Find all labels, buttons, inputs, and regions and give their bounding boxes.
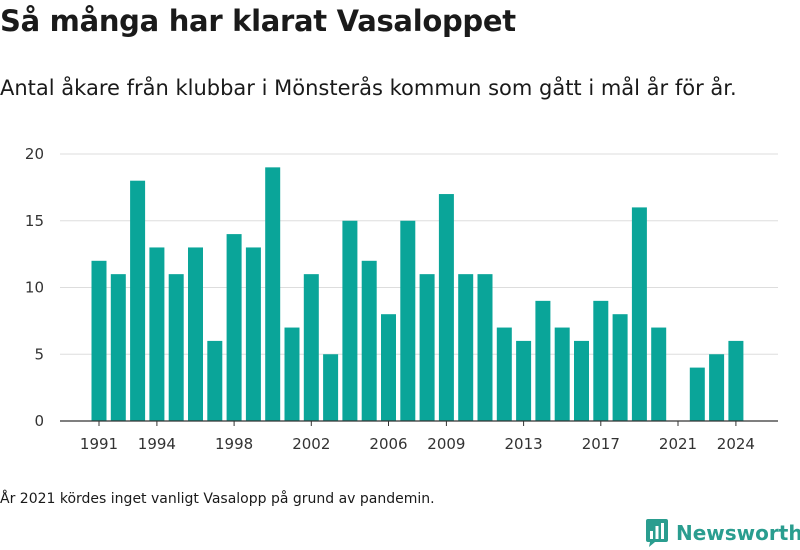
x-tick-label: 2024 [717, 435, 755, 453]
bar-2009[interactable] [438, 194, 454, 421]
bar-2013[interactable] [516, 340, 532, 421]
bar-2003[interactable] [323, 354, 339, 421]
bar-2000[interactable] [265, 167, 281, 421]
x-tick-label: 2017 [582, 435, 620, 453]
bar-2017[interactable] [593, 300, 609, 421]
bar-2012[interactable] [496, 327, 512, 421]
bar-2001[interactable] [284, 327, 300, 421]
x-tick-label: 1994 [138, 435, 176, 453]
chart-subtitle: Antal åkare från klubbar i Mönsterås kom… [0, 76, 737, 100]
bar-2006[interactable] [381, 314, 396, 421]
x-tick-label: 2006 [369, 435, 407, 453]
newsworthy-logo-icon [646, 519, 668, 547]
newsworthy-logo-text: Newsworthy [676, 521, 800, 545]
bar-2008[interactable] [419, 274, 435, 421]
footnote: År 2021 kördes inget vanligt Vasalopp på… [0, 491, 435, 507]
newsworthy-logo[interactable]: Newsworthy [644, 518, 800, 548]
y-tick-label: 10 [25, 279, 44, 297]
bar-1991[interactable] [91, 260, 107, 421]
bar-2016[interactable] [574, 340, 589, 421]
bar-1994[interactable] [149, 247, 165, 421]
bar-1998[interactable] [226, 234, 242, 421]
bar-1996[interactable] [188, 247, 203, 421]
x-tick-label: 2002 [292, 435, 330, 453]
bar-1993[interactable] [130, 180, 146, 421]
bar-2019[interactable] [631, 207, 647, 421]
y-tick-label: 15 [25, 212, 44, 230]
bar-2004[interactable] [342, 220, 358, 421]
bar-1995[interactable] [168, 274, 184, 421]
bar-2014[interactable] [535, 300, 551, 421]
bar-2024[interactable] [728, 340, 744, 421]
bar-2015[interactable] [554, 327, 570, 421]
bar-2005[interactable] [361, 260, 377, 421]
bar-1999[interactable] [245, 247, 261, 421]
x-tick-label: 2009 [427, 435, 465, 453]
bar-2010[interactable] [458, 274, 474, 421]
bar-2022[interactable] [689, 367, 705, 421]
x-tick-label: 2013 [505, 435, 543, 453]
bar-2023[interactable] [709, 354, 725, 421]
chart-title: Så många har klarat Vasaloppet [0, 4, 516, 38]
x-tick-label: 1998 [215, 435, 253, 453]
bar-2007[interactable] [400, 220, 416, 421]
bar-2020[interactable] [651, 327, 667, 421]
bar-1997[interactable] [207, 340, 223, 421]
bar-2018[interactable] [612, 314, 628, 421]
y-tick-label: 20 [25, 145, 44, 163]
x-tick-label: 2021 [659, 435, 697, 453]
bar-chart: 0 5 10 15 20 1991 1994 1998 2002 2006 2009 2013 2017… [25, 145, 778, 453]
x-tick-label: 1991 [80, 435, 118, 453]
bar-2002[interactable] [303, 274, 319, 421]
y-tick-label: 0 [34, 412, 44, 430]
bar-1992[interactable] [110, 274, 126, 421]
bar-2011[interactable] [477, 274, 493, 421]
y-tick-label: 5 [34, 345, 44, 363]
